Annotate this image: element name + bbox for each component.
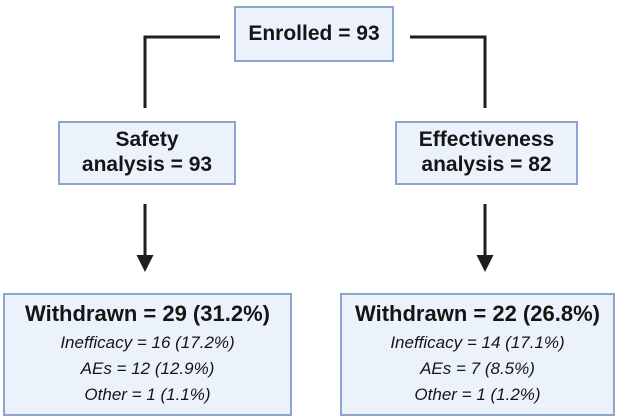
effectiveness-analysis-box: Effectiveness analysis = 82 (395, 121, 578, 185)
withdrawn-safety-title: Withdrawn = 29 (31.2%) (25, 301, 270, 327)
withdrawn-effectiveness-aes: AEs = 7 (8.5%) (420, 359, 535, 379)
arrowhead-right-icon (476, 255, 494, 272)
withdrawn-safety-other: Other = 1 (1.1%) (84, 384, 211, 404)
effectiveness-label-line1: Effectiveness (418, 128, 555, 152)
enrolled-label: Enrolled = 93 (248, 22, 380, 45)
withdrawn-safety-aes: AEs = 12 (12.9%) (80, 359, 215, 379)
connector-enrolled-to-effectiveness (410, 35, 487, 108)
enrolled-box: Enrolled = 93 (234, 6, 394, 62)
effectiveness-label-line2: analysis = 82 (421, 153, 552, 176)
arrowhead-left-icon (136, 255, 154, 272)
withdrawn-effectiveness-box: Withdrawn = 22 (26.8%) Inefficacy = 14 (… (340, 293, 615, 416)
connector-enrolled-to-safety (143, 35, 220, 108)
withdrawn-effectiveness-other: Other = 1 (1.2%) (414, 384, 541, 404)
withdrawn-effectiveness-title: Withdrawn = 22 (26.8%) (355, 301, 600, 327)
safety-label-line1: Safety (115, 128, 179, 152)
withdrawn-safety-inefficacy: Inefficacy = 16 (17.2%) (60, 333, 235, 353)
safety-analysis-box: Safety analysis = 93 (58, 121, 236, 185)
safety-label-line2: analysis = 93 (81, 153, 213, 176)
withdrawn-effectiveness-inefficacy: Inefficacy = 14 (17.1%) (390, 333, 565, 353)
withdrawn-safety-box: Withdrawn = 29 (31.2%) Inefficacy = 16 (… (3, 293, 292, 416)
